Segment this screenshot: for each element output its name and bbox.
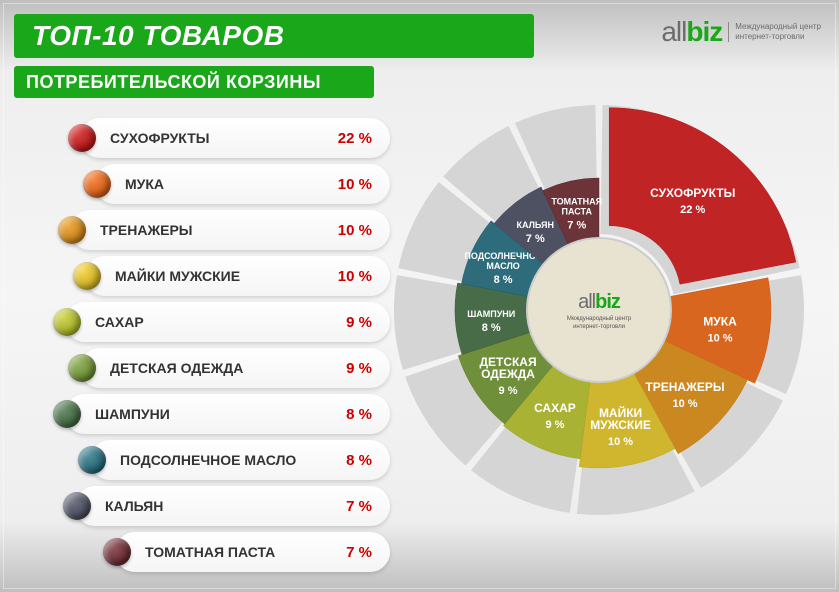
slice-label: МАСЛО [486,261,519,271]
legend-bullet [103,538,131,566]
slice-pct: 10 % [672,398,697,410]
brand-a: all [661,16,686,47]
slice-label: ТОМАТНАЯ [551,196,602,206]
legend-label: СУХОФРУКТЫ [110,130,338,146]
legend-bullet [68,124,96,152]
brand-tagline-2: интернет-торговли [735,32,821,42]
pie-chart: СУХОФРУКТЫ22 %МУКА10 %ТРЕНАЖЕРЫ10 %МАЙКИ… [379,90,819,530]
legend-pct: 10 % [338,176,372,193]
brand-tagline-1: Международный центр [735,22,821,32]
subtitle-bar: ПОТРЕБИТЕЛЬСКОЙ КОРЗИНЫ [14,66,374,98]
page-subtitle: ПОТРЕБИТЕЛЬСКОЙ КОРЗИНЫ [26,72,321,93]
title-bar: ТОП-10 ТОВАРОВ [14,14,534,58]
slice-pct: 7 % [526,233,545,245]
legend-pct: 22 % [338,130,372,147]
slice-pct: 9 % [499,385,518,397]
brand-logo: allbiz Международный центр интернет-торг… [661,18,821,46]
legend-label: ТОМАТНАЯ ПАСТА [145,544,346,560]
center-tagline-1: Международный центр [567,315,632,322]
legend-label: САХАР [95,314,346,330]
legend-row: САХАР9 % [65,302,390,342]
slice-label: САХАР [534,401,576,415]
legend-label: ТРЕНАЖЕРЫ [100,222,338,238]
slice-label: ОДЕЖДА [481,367,535,381]
center-tagline-2: интернет-торговли [573,324,625,330]
legend-row: ПОДСОЛНЕЧНОЕ МАСЛО8 % [90,440,390,480]
legend-pct: 10 % [338,222,372,239]
slice-pct: 7 % [567,219,586,231]
legend-row: МУКА10 % [95,164,390,204]
slice-label: КАЛЬЯН [516,220,554,230]
legend-row: ТОМАТНАЯ ПАСТА7 % [115,532,390,572]
slice-label: МУЖСКИЕ [590,418,651,432]
legend-bullet [78,446,106,474]
slice-label: ШАМПУНИ [467,309,515,319]
slice-label: ПАСТА [562,206,593,216]
slice-pct: 10 % [608,436,633,448]
legend-label: ДЕТСКАЯ ОДЕЖДА [110,360,346,376]
legend-row: МАЙКИ МУЖСКИЕ10 % [85,256,390,296]
slice-label: ТРЕНАЖЕРЫ [645,380,724,394]
legend-label: МАЙКИ МУЖСКИЕ [115,268,338,284]
center-logo: allbiz [578,291,621,313]
legend-pct: 7 % [346,498,372,515]
slice-pct: 9 % [545,419,564,431]
slice-pct: 10 % [707,332,732,344]
page-title: ТОП-10 ТОВАРОВ [32,20,284,52]
legend-pct: 9 % [346,314,372,331]
legend-bullet [68,354,96,382]
slice-pct: 8 % [482,322,501,334]
legend-bullet [73,262,101,290]
legend-bullet [53,308,81,336]
legend-pct: 8 % [346,406,372,423]
slice-label: МУКА [703,314,737,328]
legend-bullet [83,170,111,198]
legend-row: ДЕТСКАЯ ОДЕЖДА9 % [80,348,390,388]
legend-row: ТРЕНАЖЕРЫ10 % [70,210,390,250]
legend-pct: 8 % [346,452,372,469]
legend-label: КАЛЬЯН [105,498,346,514]
legend-label: МУКА [125,176,338,192]
legend-label: ПОДСОЛНЕЧНОЕ МАСЛО [120,452,346,468]
slice-label: СУХОФРУКТЫ [650,186,735,200]
brand-b: biz [686,16,722,47]
legend-pct: 9 % [346,360,372,377]
legend-row: СУХОФРУКТЫ22 % [80,118,390,158]
legend-label: ШАМПУНИ [95,406,346,422]
legend-bullet [53,400,81,428]
legend-bullet [63,492,91,520]
legend-row: КАЛЬЯН7 % [75,486,390,526]
legend-pct: 7 % [346,544,372,561]
legend-bullet [58,216,86,244]
legend-row: ШАМПУНИ8 % [65,394,390,434]
legend-list: СУХОФРУКТЫ22 %МУКА10 %ТРЕНАЖЕРЫ10 %МАЙКИ… [50,118,390,578]
legend-pct: 10 % [338,268,372,285]
slice-pct: 8 % [494,274,513,286]
slice-pct: 22 % [680,204,705,216]
